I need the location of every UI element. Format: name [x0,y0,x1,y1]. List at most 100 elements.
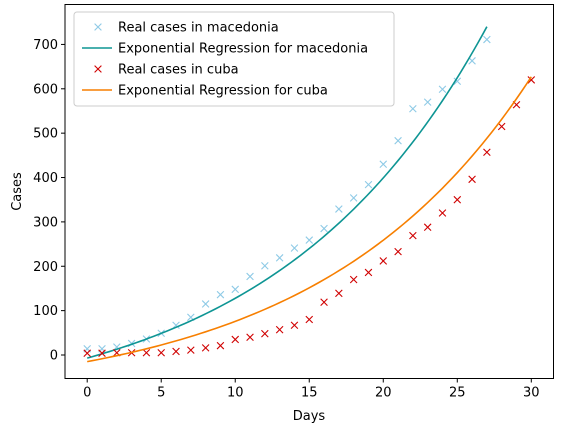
y-tick-label: 600 [33,82,58,97]
data-point-real-cases-in-cuba [172,347,180,356]
data-point-real-cases-in-macedonia [305,236,314,244]
marker-stroke [453,195,462,204]
marker-stroke [187,313,195,322]
data-point-real-cases-in-cuba [305,315,314,324]
marker-stroke [305,315,314,324]
legend-label: Exponential Regression for cuba [118,84,328,99]
data-point-real-cases-in-macedonia [409,104,417,113]
marker-stroke [409,104,417,113]
data-point-real-cases-in-macedonia [275,254,284,262]
data-point-real-cases-in-cuba [231,335,240,344]
marker-stroke [483,35,491,44]
marker-stroke [320,224,328,233]
data-point-real-cases-in-cuba [394,247,402,256]
data-point-real-cases-in-cuba [320,298,328,306]
x-tick-label: 0 [83,386,91,401]
marker-stroke [527,76,536,84]
legend-label: Real cases in cuba [118,63,239,78]
marker-stroke [216,341,225,350]
legend: Real cases in macedonia Exponential Regre… [73,11,395,107]
data-point-real-cases-in-cuba [216,341,225,350]
marker-stroke [394,247,402,256]
legend-box [73,11,395,107]
marker-stroke [320,298,328,306]
legend-label: Real cases in macedonia [118,21,279,36]
marker-stroke [231,285,240,294]
marker-stroke [201,344,210,352]
marker-stroke [216,290,225,299]
data-point-real-cases-in-cuba [497,122,506,131]
data-point-real-cases-in-cuba [335,289,343,298]
legend-entry: Real cases in cuba [94,63,239,78]
data-point-real-cases-in-cuba [142,348,151,357]
marker-stroke [409,231,417,240]
data-point-real-cases-in-cuba [468,175,476,184]
marker-stroke [290,244,299,252]
data-point-real-cases-in-macedonia [231,285,240,294]
y-tick-label: 100 [33,304,58,319]
data-point-real-cases-in-macedonia [438,85,447,94]
plot-area [83,26,536,363]
data-point-real-cases-in-macedonia [261,262,269,270]
data-point-real-cases-in-macedonia [349,194,358,202]
data-point-real-cases-in-macedonia [453,77,462,86]
y-tick-label: 200 [33,260,58,275]
data-point-real-cases-in-cuba [83,349,91,358]
marker-stroke [83,349,91,358]
x-tick-label: 15 [301,386,318,401]
data-point-real-cases-in-macedonia [246,272,254,281]
y-tick-label: 700 [33,38,58,53]
marker-stroke [172,347,180,356]
marker-stroke [364,180,373,189]
marker-stroke [275,254,284,262]
data-point-real-cases-in-macedonia [216,290,225,299]
marker-stroke [468,175,476,184]
y-tick-label: 500 [33,127,58,142]
x-tick-label: 5 [157,386,165,401]
marker-stroke [497,122,506,131]
marker-stroke [468,57,476,65]
data-point-real-cases-in-macedonia [320,224,328,233]
x-tick-label: 20 [375,386,392,401]
marker-stroke [483,148,491,157]
data-point-real-cases-in-cuba [527,76,536,84]
marker-stroke [113,348,121,357]
data-point-real-cases-in-cuba [246,333,254,342]
data-point-real-cases-in-cuba [275,325,284,334]
data-point-real-cases-in-cuba [438,209,447,217]
marker-stroke [187,346,195,354]
data-point-real-cases-in-macedonia [364,180,373,189]
x-axis: 0 5 10 15 20 25 30 [83,378,540,401]
marker-stroke [394,136,402,145]
data-point-real-cases-in-macedonia [468,57,476,65]
data-point-real-cases-in-macedonia [394,136,402,145]
marker-stroke [453,77,462,86]
x-axis-label: Days [293,409,326,424]
marker-stroke [290,321,299,330]
series-line-exponential-regression-for-macedonia [86,26,488,359]
data-point-real-cases-in-macedonia [379,160,388,169]
marker-stroke [142,348,151,357]
marker-stroke [438,85,447,94]
marker-stroke [349,275,358,284]
y-tick-label: 400 [33,171,58,186]
y-tick-label: 300 [33,215,58,230]
legend-entry: Exponential Regression for cuba [82,84,328,99]
legend-entry: Exponential Regression for macedonia [82,42,368,57]
legend-label: Exponential Regression for macedonia [118,42,368,57]
data-point-real-cases-in-cuba [157,348,166,357]
data-point-real-cases-in-cuba [290,321,299,330]
y-tick-label: 0 [50,348,58,363]
marker-stroke [201,300,210,308]
marker-stroke [438,209,447,217]
data-point-real-cases-in-macedonia [335,205,343,213]
legend-marker-swatch [94,23,102,31]
series-line-exponential-regression-for-cuba [87,76,532,363]
legend-entry: Real cases in macedonia [94,21,279,36]
marker-stroke [261,329,269,338]
marker-stroke [231,335,240,344]
x-tick-label: 30 [523,386,540,401]
legend-marker-swatch [94,65,102,73]
data-point-real-cases-in-macedonia [201,300,210,308]
marker-stroke [246,333,254,342]
